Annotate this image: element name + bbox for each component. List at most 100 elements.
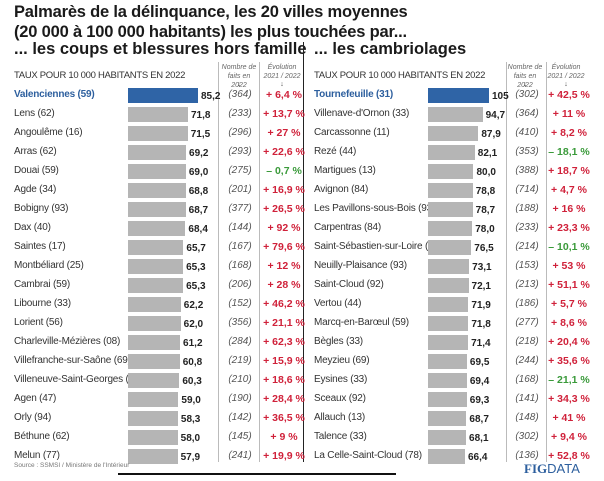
evolution-label: + 42,5 % bbox=[548, 89, 590, 101]
column-divider bbox=[259, 62, 260, 462]
evolution-label: + 13,7 % bbox=[263, 108, 305, 120]
value-label: 73,1 bbox=[472, 262, 492, 273]
bar bbox=[128, 373, 180, 388]
count-label: (714) bbox=[515, 184, 539, 195]
city-label: Carpentras (84) bbox=[314, 222, 382, 233]
city-label: Saint-Sébastien-sur-Loire (44) bbox=[314, 241, 442, 252]
evolution-label: + 15,9 % bbox=[263, 355, 305, 367]
value-label: 72,1 bbox=[471, 281, 491, 292]
city-label: Carcassonne (11) bbox=[314, 127, 390, 138]
evolution-label: + 4,7 % bbox=[551, 184, 587, 196]
value-label: 69,3 bbox=[469, 395, 490, 406]
value-label: 65,3 bbox=[186, 281, 206, 292]
value-label: 82,1 bbox=[477, 148, 498, 159]
value-label: 61,2 bbox=[183, 338, 203, 349]
city-label: Valenciennes (59) bbox=[14, 89, 95, 100]
bar bbox=[428, 126, 479, 141]
count-label: (233) bbox=[515, 222, 539, 233]
down-arrow-icon: ↓ bbox=[523, 81, 527, 88]
main-title: Palmarès de la délinquance, les 20 ville… bbox=[14, 2, 408, 42]
evolution-label: + 92 % bbox=[267, 222, 301, 234]
bar bbox=[128, 88, 198, 103]
evolution-label: + 26,5 % bbox=[263, 203, 305, 215]
bar bbox=[428, 297, 469, 312]
count-label: (214) bbox=[515, 241, 539, 252]
right-chart-title: ... les cambriolages bbox=[314, 40, 467, 58]
evolution-label: + 6,4 % bbox=[266, 89, 302, 101]
evolution-label: + 18,6 % bbox=[263, 374, 305, 386]
evolution-label: + 18,7 % bbox=[548, 165, 590, 177]
value-label: 78,8 bbox=[475, 186, 496, 197]
count-label: (410) bbox=[515, 127, 539, 138]
evolution-label: + 27 % bbox=[267, 127, 301, 139]
count-label: (241) bbox=[228, 450, 252, 461]
evolution-label: + 5,7 % bbox=[551, 298, 587, 310]
city-label: Libourne (33) bbox=[14, 298, 71, 309]
city-label: Eysines (33) bbox=[314, 374, 368, 385]
evolution-label: + 23,3 % bbox=[548, 222, 590, 234]
city-label: Allauch (13) bbox=[314, 412, 365, 423]
evolution-label: + 21,1 % bbox=[263, 317, 305, 329]
city-label: Lens (62) bbox=[14, 108, 55, 119]
value-label: 60,8 bbox=[182, 357, 203, 368]
source-note: Source : SSMSI / Ministère de l'Intérieu… bbox=[14, 462, 130, 469]
evolution-label: + 11 % bbox=[552, 108, 586, 120]
city-label: Orly (94) bbox=[14, 412, 52, 423]
down-arrow-icon: ↓ bbox=[564, 81, 568, 88]
right-evolution-header: Évolution 2021 / 2022 bbox=[547, 64, 585, 80]
count-label: (168) bbox=[228, 260, 252, 271]
value-label: 68,7 bbox=[469, 414, 489, 425]
city-label: Angoulême (16) bbox=[14, 127, 83, 138]
count-label: (364) bbox=[228, 89, 252, 100]
count-label: (213) bbox=[515, 279, 539, 290]
evolution-label: + 34,3 % bbox=[548, 393, 590, 405]
bar bbox=[428, 88, 489, 103]
value-label: 59,0 bbox=[181, 395, 201, 406]
count-label: (233) bbox=[228, 108, 252, 119]
count-label: (293) bbox=[228, 146, 252, 157]
evolution-label: + 16 % bbox=[552, 203, 586, 215]
down-arrow-icon: ↓ bbox=[280, 81, 284, 88]
value-label: 58,3 bbox=[180, 414, 201, 425]
bar bbox=[128, 297, 181, 312]
bar bbox=[128, 259, 184, 274]
value-label: 62,2 bbox=[183, 300, 204, 311]
count-label: (377) bbox=[228, 203, 252, 214]
city-label: Les Pavillons-sous-Bois (93) bbox=[314, 203, 436, 214]
value-label: 68,1 bbox=[469, 433, 489, 444]
value-label: 105 bbox=[492, 91, 509, 102]
count-label: (353) bbox=[515, 146, 539, 157]
left-count-header: Nombre de faits en 2022 bbox=[221, 64, 257, 89]
city-label: Avignon (84) bbox=[314, 184, 369, 195]
city-label: Neuilly-Plaisance (93) bbox=[314, 260, 407, 271]
bar bbox=[128, 449, 178, 464]
value-label: 69,2 bbox=[189, 148, 209, 159]
count-label: (275) bbox=[228, 165, 252, 176]
value-label: 68,8 bbox=[188, 186, 209, 197]
count-label: (190) bbox=[228, 393, 252, 404]
evolution-label: – 10,1 % bbox=[548, 241, 590, 253]
count-label: (277) bbox=[515, 317, 539, 328]
evolution-label: – 0,7 % bbox=[266, 165, 302, 177]
value-label: 71,9 bbox=[471, 300, 491, 311]
evolution-label: + 19,9 % bbox=[263, 450, 305, 462]
evolution-label: + 8,6 % bbox=[551, 317, 587, 329]
value-label: 68,7 bbox=[188, 205, 209, 216]
city-label: Sceaux (92) bbox=[314, 393, 366, 404]
left-unit-label: TAUX POUR 10 000 HABITANTS EN 2022 bbox=[14, 70, 186, 81]
count-label: (142) bbox=[228, 412, 252, 423]
count-label: (302) bbox=[515, 431, 539, 442]
value-label: 76,5 bbox=[474, 243, 494, 254]
left-chart-title: ... les coups et blessures hors famille bbox=[14, 40, 307, 58]
bar bbox=[428, 240, 472, 255]
bar bbox=[128, 202, 186, 217]
count-label: (219) bbox=[228, 355, 252, 366]
bar bbox=[128, 183, 186, 198]
left-evolution-header: Évolution 2021 / 2022 bbox=[263, 64, 301, 80]
evolution-label: + 20,4 % bbox=[548, 336, 590, 348]
value-label: 66,4 bbox=[468, 452, 488, 463]
bar bbox=[128, 107, 188, 122]
evolution-label: – 21,1 % bbox=[548, 374, 590, 386]
city-label: Agen (47) bbox=[14, 393, 57, 404]
